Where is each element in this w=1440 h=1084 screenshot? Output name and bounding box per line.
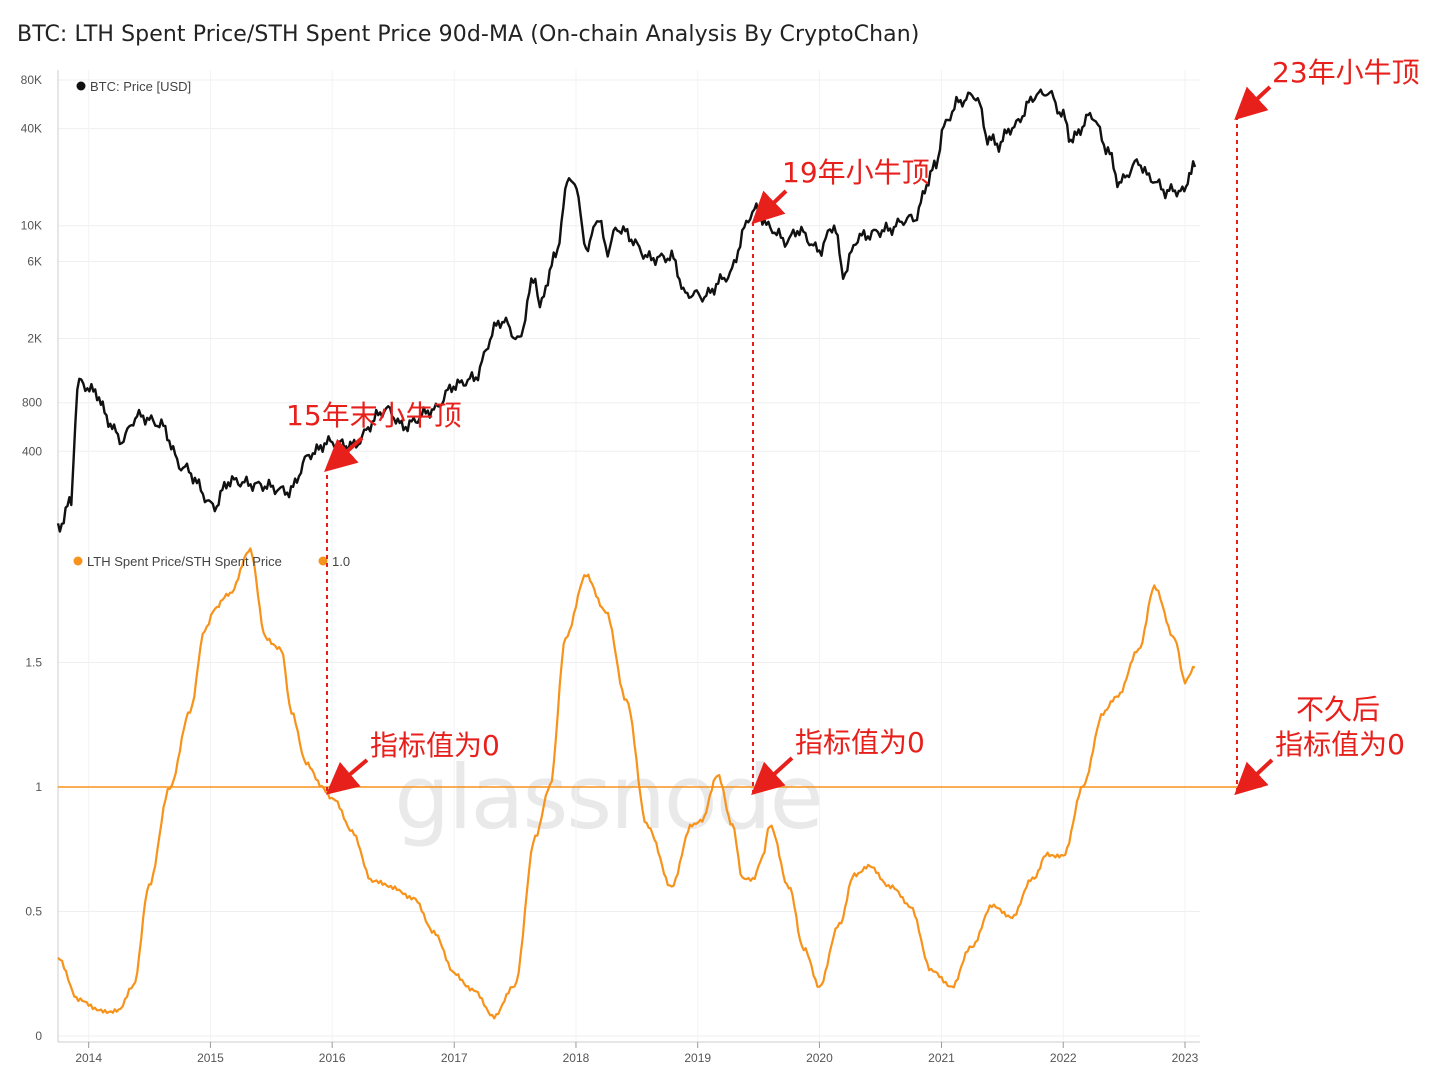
ratio-legend-marker bbox=[73, 556, 83, 566]
x-tick-label: 2021 bbox=[928, 1051, 955, 1065]
x-tick-label: 2017 bbox=[441, 1051, 468, 1065]
arrow-top-2023 bbox=[1234, 85, 1272, 121]
price-y-tick-label: 10K bbox=[21, 219, 42, 233]
arrow-top-2015 bbox=[324, 436, 364, 473]
ratio-legend-label: LTH Spent Price/STH Spent Price bbox=[87, 554, 282, 569]
arrow-zero-2023 bbox=[1234, 758, 1274, 796]
ratio-y-ticks: 1.5 1 0.5 0 bbox=[25, 656, 42, 1044]
ratio-grid bbox=[58, 662, 1200, 1037]
price-legend-label: BTC: Price [USD] bbox=[90, 79, 191, 94]
chart-title: BTC: LTH Spent Price/STH Spent Price 90d… bbox=[17, 22, 920, 47]
ratio-series bbox=[57, 547, 1196, 1020]
annotation-top-2015: 15年末小牛顶 bbox=[286, 399, 462, 432]
annotation-zero-2019: 指标值为0 bbox=[795, 726, 925, 759]
ratio-y-tick-label: 0.5 bbox=[25, 905, 42, 919]
price-y-tick-label: 400 bbox=[22, 444, 42, 458]
ratio-y-tick-label: 0 bbox=[35, 1029, 42, 1043]
ratio-y-tick-label: 1 bbox=[35, 780, 42, 794]
x-tick-label: 2018 bbox=[563, 1051, 590, 1065]
price-y-tick-label: 2K bbox=[27, 331, 42, 345]
arrow-zero-2016 bbox=[325, 758, 369, 795]
price-y-ticks: 80K 40K 10K 6K 2K 800 400 bbox=[21, 73, 43, 458]
price-grid bbox=[58, 70, 1200, 1042]
arrow-zero-2019 bbox=[751, 756, 794, 796]
x-tick-label: 2023 bbox=[1172, 1051, 1199, 1065]
annotation-top-2019: 19年小牛顶 bbox=[782, 156, 930, 189]
arrow-top-2019 bbox=[751, 189, 788, 225]
btc-price-series bbox=[56, 88, 1197, 533]
price-legend-marker bbox=[76, 81, 86, 91]
annotation-soon-line1: 不久后 bbox=[1296, 693, 1380, 726]
x-tick-label: 2016 bbox=[319, 1051, 346, 1065]
annotation-top-2023: 23年小牛顶 bbox=[1272, 56, 1420, 89]
x-tick-label: 2019 bbox=[684, 1051, 711, 1065]
baseline-legend-marker bbox=[318, 556, 328, 566]
price-y-tick-label: 6K bbox=[27, 255, 42, 269]
x-ticks: 2014 2015 2016 2017 2018 2019 2020 2021 2022 2023 bbox=[75, 1042, 1199, 1065]
x-tick-label: 2022 bbox=[1050, 1051, 1077, 1065]
price-y-tick-label: 40K bbox=[21, 122, 42, 136]
baseline-legend-label: 1.0 bbox=[332, 554, 350, 569]
ratio-y-tick-label: 1.5 bbox=[25, 656, 42, 670]
annotation-zero-2016: 指标值为0 bbox=[370, 729, 500, 762]
price-y-tick-label: 800 bbox=[22, 396, 42, 410]
x-tick-label: 2014 bbox=[75, 1051, 102, 1065]
x-tick-label: 2020 bbox=[806, 1051, 833, 1065]
x-tick-label: 2015 bbox=[197, 1051, 224, 1065]
price-y-tick-label: 80K bbox=[21, 73, 42, 87]
annotation-soon-line2: 指标值为0 bbox=[1275, 728, 1405, 761]
